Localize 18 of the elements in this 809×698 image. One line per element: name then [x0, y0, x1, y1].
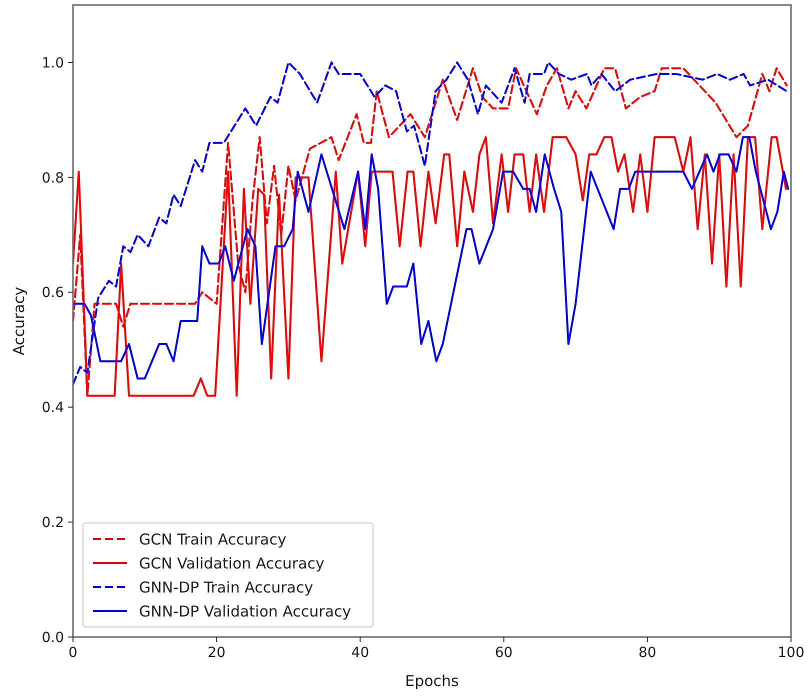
- x-tick-label: 0: [68, 645, 78, 661]
- y-tick-label: 0.6: [42, 285, 64, 302]
- y-tick-label: 0.0: [42, 630, 64, 646]
- legend-label: GCN Train Accuracy: [139, 530, 286, 548]
- x-tick-label: 60: [494, 645, 513, 661]
- x-tick-label: 80: [638, 645, 656, 661]
- y-tick-label: 0.2: [42, 514, 64, 531]
- legend-label: GNN-DP Train Accuracy: [139, 578, 314, 596]
- x-tick-label: 20: [208, 645, 226, 661]
- legend-label: GNN-DP Validation Accuracy: [139, 602, 352, 620]
- y-tick-label: 0.8: [42, 170, 64, 186]
- x-axis-title: Epochs: [405, 672, 460, 690]
- x-tick-label: 40: [351, 645, 370, 661]
- y-tick-label: 1.0: [42, 55, 64, 72]
- x-tick-label: 100: [778, 645, 804, 661]
- y-axis-title: Accuracy: [10, 286, 28, 356]
- y-tick-label: 0.4: [42, 400, 64, 416]
- legend-label: GCN Validation Accuracy: [139, 554, 325, 572]
